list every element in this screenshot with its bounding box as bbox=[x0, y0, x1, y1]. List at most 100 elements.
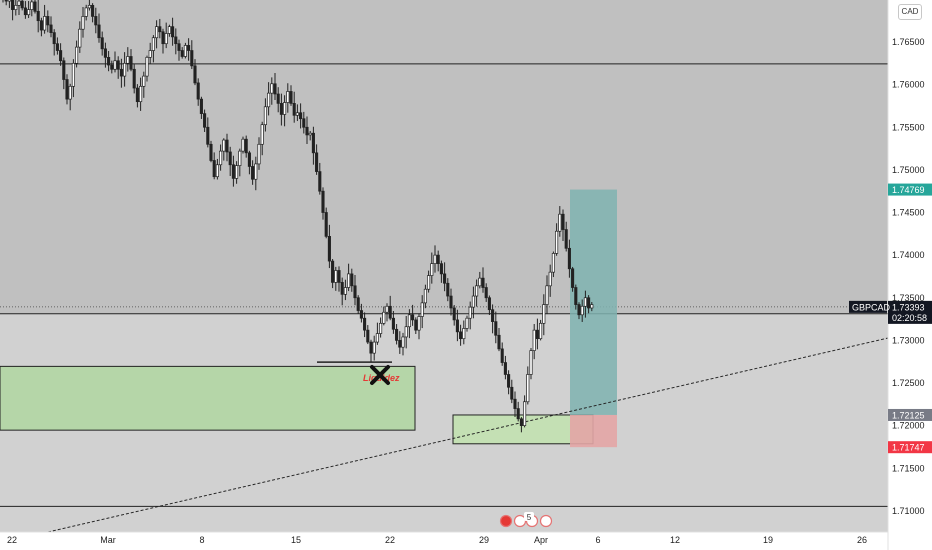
candle bbox=[347, 263, 351, 292]
candle bbox=[36, 0, 40, 33]
y-tick-label: 1.76500 bbox=[892, 37, 925, 47]
candle bbox=[468, 301, 472, 330]
candle bbox=[551, 251, 555, 278]
candle bbox=[443, 262, 447, 292]
candle bbox=[123, 52, 127, 87]
candle bbox=[465, 315, 469, 332]
candle bbox=[379, 317, 383, 338]
position-profit-area[interactable] bbox=[570, 189, 617, 415]
demand-zone-left[interactable] bbox=[0, 365, 416, 431]
candle bbox=[388, 295, 392, 321]
candle bbox=[228, 146, 232, 176]
candle bbox=[523, 395, 527, 428]
candle bbox=[148, 42, 152, 64]
candle bbox=[62, 57, 66, 90]
candle bbox=[46, 10, 50, 33]
trend-line[interactable] bbox=[47, 337, 889, 533]
svg-text:1.74769: 1.74769 bbox=[892, 185, 925, 195]
currency-button[interactable]: CAD bbox=[898, 4, 922, 20]
candle bbox=[529, 347, 533, 380]
candle bbox=[180, 47, 184, 59]
candle bbox=[564, 221, 568, 252]
candle bbox=[484, 283, 488, 302]
candle bbox=[286, 83, 290, 113]
candle bbox=[260, 121, 264, 156]
economic-event-icon[interactable] bbox=[499, 514, 513, 528]
position-stop-area[interactable] bbox=[570, 414, 617, 448]
candle bbox=[145, 55, 149, 82]
demand-zone-right[interactable] bbox=[452, 414, 594, 445]
candle bbox=[395, 324, 399, 345]
candle bbox=[343, 279, 347, 301]
x-tick-label: 22 bbox=[385, 535, 395, 545]
y-tick-label: 1.72500 bbox=[892, 378, 925, 388]
candle bbox=[247, 150, 251, 175]
candle bbox=[30, 0, 34, 17]
candle bbox=[193, 59, 197, 86]
candle bbox=[340, 277, 344, 306]
candle bbox=[129, 49, 133, 72]
candle bbox=[78, 21, 82, 53]
candle bbox=[430, 252, 434, 284]
time-axis[interactable] bbox=[0, 532, 888, 550]
y-tick-label: 1.74000 bbox=[892, 250, 925, 260]
take-profit-price-badge: 1.74769 bbox=[888, 183, 932, 196]
candle bbox=[251, 160, 255, 185]
y-tick-label: 1.73500 bbox=[892, 293, 925, 303]
candle bbox=[331, 259, 335, 289]
candle bbox=[292, 91, 296, 123]
candle bbox=[7, 0, 11, 8]
y-tick-label: 1.73000 bbox=[892, 335, 925, 345]
candle bbox=[382, 306, 386, 326]
candle bbox=[398, 331, 402, 354]
candle bbox=[87, 0, 91, 11]
symbol-label: GBPCAD bbox=[849, 300, 891, 313]
candle bbox=[4, 0, 8, 6]
candle bbox=[279, 93, 283, 126]
candle bbox=[206, 117, 210, 148]
candle bbox=[535, 318, 539, 350]
candle bbox=[507, 370, 511, 395]
candle bbox=[372, 335, 376, 361]
candle bbox=[475, 279, 479, 307]
candle bbox=[116, 56, 120, 79]
candle bbox=[270, 77, 274, 105]
candle bbox=[299, 103, 303, 129]
candle bbox=[94, 7, 98, 34]
event-count-badge: 5 bbox=[524, 512, 534, 522]
price-axis[interactable] bbox=[888, 0, 932, 550]
candle bbox=[219, 144, 223, 171]
x-tick-label: 6 bbox=[595, 535, 600, 545]
candle bbox=[337, 266, 341, 292]
candle bbox=[43, 4, 47, 34]
candle bbox=[174, 28, 178, 55]
candle bbox=[334, 266, 338, 291]
candle bbox=[215, 158, 219, 180]
candle bbox=[436, 250, 440, 272]
candle bbox=[526, 366, 530, 405]
candle bbox=[369, 339, 373, 363]
candle bbox=[318, 162, 322, 195]
economic-event-icon[interactable] bbox=[513, 514, 527, 528]
candle bbox=[209, 140, 213, 163]
candle bbox=[385, 303, 389, 322]
candle bbox=[580, 299, 584, 322]
candle bbox=[33, 0, 37, 14]
candle bbox=[305, 116, 309, 145]
candle bbox=[327, 224, 331, 269]
candle bbox=[583, 290, 587, 318]
candle bbox=[11, 0, 15, 21]
candle bbox=[510, 379, 514, 404]
candle bbox=[433, 245, 437, 273]
x-tick-label: Mar bbox=[100, 535, 116, 545]
candle bbox=[71, 59, 75, 98]
candle bbox=[500, 342, 504, 366]
candle bbox=[513, 391, 517, 418]
candle bbox=[420, 295, 424, 329]
candle bbox=[81, 6, 85, 38]
economic-event-icon[interactable] bbox=[539, 514, 553, 528]
candle bbox=[366, 325, 370, 345]
candle bbox=[23, 1, 27, 19]
